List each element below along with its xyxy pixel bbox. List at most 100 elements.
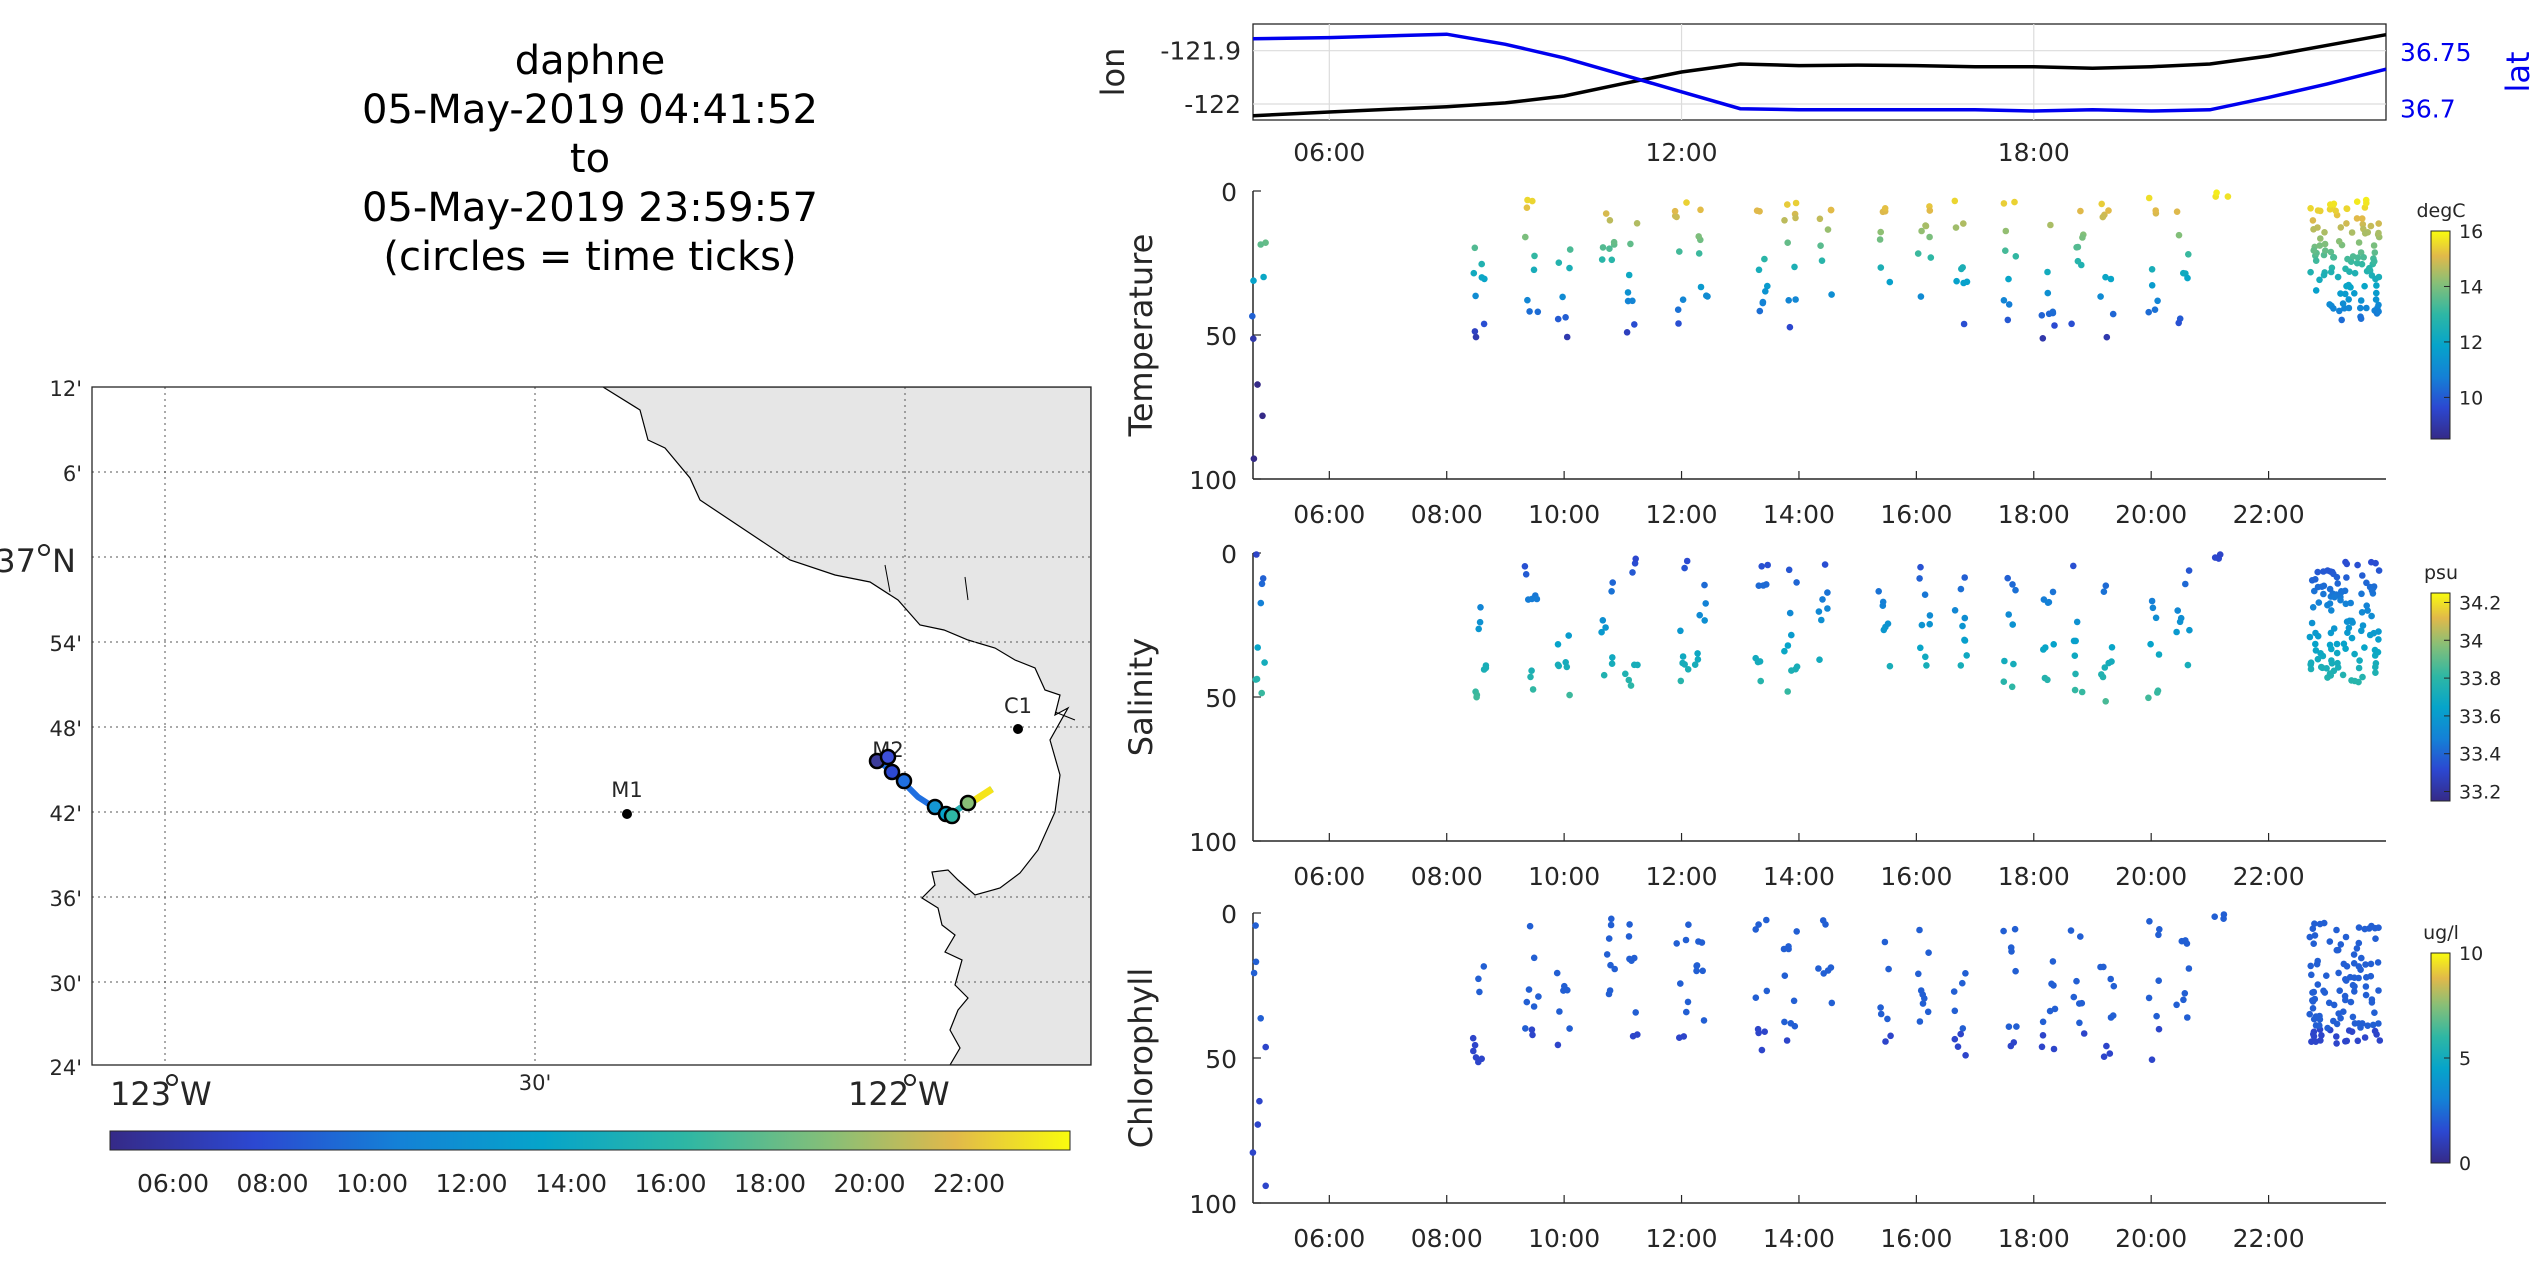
salinity-data-point bbox=[2375, 636, 2382, 643]
salinity-data-point bbox=[2000, 678, 2008, 685]
temperature-data-point bbox=[1792, 214, 1799, 222]
temperature-data-point bbox=[2373, 289, 2380, 297]
temperature-data-point bbox=[2038, 312, 2046, 319]
chlorophyll-data-point bbox=[1793, 928, 1800, 935]
salinity-data-point bbox=[1476, 618, 1484, 626]
chlorophyll-data-point bbox=[2361, 925, 2369, 933]
salinity-data-point bbox=[2101, 664, 2109, 671]
temperature-data-point bbox=[1259, 412, 1266, 420]
temperature-colorbar-tick-label: 16 bbox=[2459, 221, 2483, 243]
salinity-data-point bbox=[1702, 600, 1709, 607]
chlorophyll-data-point bbox=[2372, 935, 2379, 942]
temperature-data-point bbox=[2314, 207, 2322, 214]
salinity-data-point bbox=[2330, 625, 2338, 632]
salinity-data-point bbox=[2149, 604, 2157, 612]
temperature-data-point bbox=[1785, 297, 1792, 304]
chlorophyll-data-point bbox=[1822, 921, 1829, 928]
lat-label-37-deg: 37 bbox=[0, 542, 36, 580]
lonlat-x-tick-label: 18:00 bbox=[1998, 138, 2070, 167]
chlorophyll-data-point bbox=[2012, 967, 2019, 975]
time-tick-circle bbox=[943, 807, 961, 825]
station-c1-label: C1 bbox=[1004, 694, 1032, 718]
lat-series-line bbox=[1252, 32, 2387, 113]
time-colorbar-tick-label: 12:00 bbox=[435, 1169, 507, 1198]
salinity-data-point bbox=[2174, 607, 2181, 614]
salinity-data-point bbox=[2363, 602, 2370, 609]
chlorophyll-data-point bbox=[2326, 938, 2334, 945]
salinity-data-point bbox=[1258, 689, 1265, 697]
salinity-data-point bbox=[2375, 628, 2382, 635]
chlorophyll-data-point bbox=[2103, 1042, 2110, 1050]
temperature-data-point bbox=[2012, 252, 2020, 260]
temperature-x-tick-label: 20:00 bbox=[2115, 500, 2187, 529]
chlorophyll-data-point bbox=[2371, 1027, 2379, 1035]
temperature-data-point bbox=[1555, 259, 1563, 267]
chlorophyll-data-point bbox=[1528, 1026, 1536, 1033]
salinity-data-point bbox=[1258, 580, 1266, 588]
salinity-data-point bbox=[1522, 571, 1530, 578]
chlorophyll-data-point bbox=[2180, 996, 2187, 1004]
salinity-data-point bbox=[1629, 569, 1636, 576]
temperature-data-point bbox=[1624, 289, 1632, 296]
salinity-data-point bbox=[2358, 627, 2365, 635]
temperature-data-point bbox=[1478, 260, 1485, 268]
temperature-data-point bbox=[1877, 264, 1885, 271]
temperature-colorbar-units: degC bbox=[2416, 200, 2465, 222]
chlorophyll-data-point bbox=[2349, 1013, 2357, 1021]
chlorophyll-data-point bbox=[1828, 999, 1836, 1007]
station-m2-marker bbox=[622, 809, 632, 819]
salinity-data-point bbox=[2148, 597, 2156, 605]
temperature-data-point bbox=[1695, 250, 1703, 257]
salinity-data-point bbox=[2049, 588, 2057, 596]
temperature-data-point bbox=[1250, 335, 1257, 343]
salinity-data-point bbox=[1253, 551, 1260, 558]
chlorophyll-data-point bbox=[1752, 994, 1760, 1001]
chlorophyll-data-point bbox=[2185, 965, 2193, 972]
lat-label-6m: 6' bbox=[63, 462, 82, 486]
temperature-data-point bbox=[2358, 260, 2366, 268]
temperature-data-point bbox=[2184, 274, 2191, 282]
chlorophyll-data-point bbox=[2314, 981, 2322, 988]
chlorophyll-data-point bbox=[1607, 961, 1614, 969]
chlorophyll-data-point bbox=[1634, 1031, 1641, 1038]
chlorophyll-data-point bbox=[2335, 969, 2342, 977]
salinity-data-point bbox=[2102, 698, 2109, 705]
chlorophyll-colorbar-tick-label: 0 bbox=[2459, 1153, 2471, 1175]
chlorophyll-data-point bbox=[2337, 941, 2345, 948]
lat-label-54m: 54' bbox=[50, 632, 83, 656]
chlorophyll-data-point bbox=[1525, 986, 1533, 993]
temperature-data-point bbox=[2353, 215, 2361, 222]
title-line-3: to bbox=[570, 136, 610, 182]
temperature-data-point bbox=[1817, 242, 1824, 249]
salinity-data-point bbox=[2339, 671, 2347, 679]
salinity-data-point bbox=[2182, 580, 2189, 588]
temperature-data-point bbox=[2327, 248, 2335, 256]
chlorophyll-data-point bbox=[2048, 980, 2055, 988]
temperature-data-point bbox=[1963, 278, 1971, 286]
temperature-data-point bbox=[2004, 316, 2012, 324]
temperature-colorbar-tick-label: 14 bbox=[2459, 276, 2483, 298]
chlorophyll-data-point bbox=[1921, 995, 1928, 1002]
chlorophyll-data-point bbox=[2324, 1024, 2331, 1032]
chlorophyll-data-point bbox=[1882, 1038, 1889, 1045]
temperature-data-point bbox=[1559, 293, 1566, 301]
chlorophyll-data-point bbox=[1677, 980, 1684, 987]
chlorophyll-data-point bbox=[2008, 948, 2015, 955]
salinity-data-point bbox=[2012, 586, 2019, 594]
temperature-panel: 0 50 100 06:00 08:00 10:00 12:00 14:00 16:00 18:0… bbox=[1122, 178, 2483, 529]
salinity-colorbar-tick-label: 33.8 bbox=[2459, 668, 2501, 690]
temperature-data-point bbox=[1608, 256, 1616, 264]
salinity-data-point bbox=[2307, 661, 2314, 668]
salinity-colorbar-tick-label: 33.2 bbox=[2459, 782, 2501, 804]
chlorophyll-data-point bbox=[2145, 994, 2153, 1002]
chlorophyll-data-point bbox=[1781, 1018, 1788, 1026]
temperature-data-point bbox=[1674, 306, 1682, 314]
salinity-data-point bbox=[2315, 599, 2323, 606]
lat-label-37n: 37 N bbox=[0, 542, 76, 580]
temperature-data-point bbox=[1918, 227, 1925, 235]
temperature-data-point bbox=[2344, 255, 2351, 263]
chlorophyll-data-point bbox=[2182, 937, 2189, 944]
salinity-data-point bbox=[2050, 641, 2057, 648]
temperature-data-point bbox=[1562, 314, 1569, 321]
temperature-data-point bbox=[1953, 277, 1960, 285]
